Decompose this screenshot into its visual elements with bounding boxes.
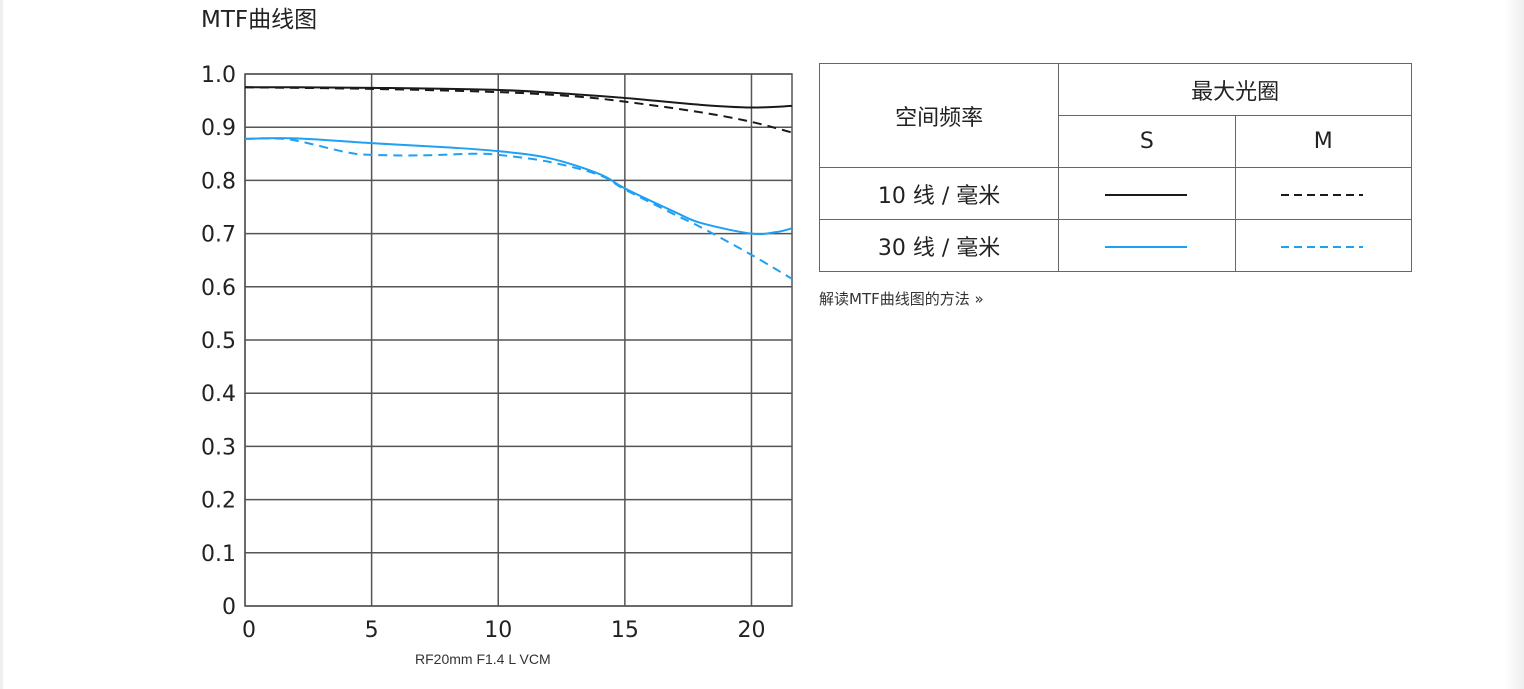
y-tick-label: 0 — [222, 595, 236, 620]
plot-frame — [244, 73, 793, 607]
spatial-frequency-header: 空间频率 — [818, 63, 1060, 168]
y-tick-label: 0.3 — [201, 435, 236, 460]
series-line-3 — [245, 137, 792, 280]
legend-30-m — [1234, 219, 1413, 272]
mtf-chart: 0 0.1 0.2 0.3 0.4 0.5 0.6 0.7 0.8 0.9 1.0 0 5 10 15 20 — [201, 63, 793, 643]
page-title: MTF曲线图 — [201, 7, 318, 33]
series-line-0 — [245, 86, 792, 109]
row-10-label: 10 线 / 毫米 — [818, 167, 1060, 220]
max-aperture-header: 最大光圈 — [1058, 63, 1412, 116]
page-edge-shadow — [1504, 0, 1524, 689]
y-tick-label: 0.5 — [201, 329, 236, 354]
x-tick-label: 5 — [365, 618, 379, 643]
y-tick-label: 0.2 — [201, 489, 236, 514]
row-30-label: 30 线 / 毫米 — [818, 219, 1060, 272]
series-line-1 — [245, 86, 792, 134]
x-tick-label: 10 — [484, 618, 512, 643]
y-tick-label: 0.1 — [201, 542, 236, 567]
page-edge — [0, 0, 3, 689]
x-tick-label: 15 — [611, 618, 639, 643]
x-tick-label: 0 — [242, 618, 256, 643]
x-tick-label: 20 — [737, 618, 765, 643]
series-line-2 — [245, 137, 792, 236]
legend-30-s — [1058, 219, 1236, 272]
mtf-guide-link[interactable]: 解读MTF曲线图的方法 » — [819, 290, 984, 308]
meridional-header: M — [1234, 115, 1413, 168]
x-axis-label: RF20mm F1.4 L VCM — [415, 651, 551, 667]
y-tick-label: 0.8 — [201, 169, 236, 194]
y-tick-label: 0.4 — [201, 382, 236, 407]
y-tick-label: 0.6 — [201, 276, 236, 301]
sagittal-header: S — [1058, 115, 1236, 168]
legend-10-s — [1058, 167, 1236, 220]
y-tick-label: 0.7 — [201, 223, 236, 248]
legend-10-m — [1234, 167, 1413, 220]
y-tick-label: 0.9 — [201, 116, 236, 141]
y-tick-label: 1.0 — [201, 63, 236, 88]
